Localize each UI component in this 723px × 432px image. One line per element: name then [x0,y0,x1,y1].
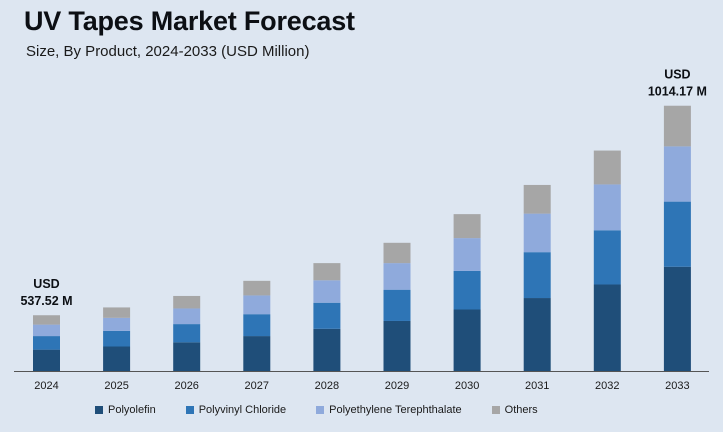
x-tick-label-2026: 2026 [174,380,198,392]
x-tick-label-2028: 2028 [315,380,339,392]
legend-swatch-others [491,406,500,414]
bar-segment-2030-3 [453,214,481,239]
bar-segment-2025-1 [103,330,131,347]
bar-segment-2033-1 [663,201,691,267]
x-tick-label-2027: 2027 [245,380,269,392]
x-tick-label-2032: 2032 [595,380,619,392]
bar-segment-2024-1 [33,336,60,350]
bar-segment-2028-1 [313,302,341,329]
x-tick-label-2029: 2029 [385,380,409,392]
legend-label-others: Others [504,404,538,416]
bar-segment-2026-1 [173,324,201,343]
bar-segment-2026-3 [173,295,201,309]
legend-label-pvc: Polyvinyl Chloride [198,404,287,416]
bar-segment-2029-0 [383,320,411,371]
bar-segment-2028-0 [313,328,341,371]
bar-segment-2030-2 [453,238,481,271]
legend-swatch-pvc [185,406,194,414]
x-tick-label-2024: 2024 [34,380,58,392]
legend-item-pet: Polyethylene Terephthalate [316,404,462,416]
bar-segment-2026-0 [173,342,201,371]
bar-segment-2033-2 [663,146,691,202]
bar-segment-2030-0 [453,309,481,371]
legend-swatch-polyolefin [95,406,103,414]
bar-segment-2027-3 [243,280,271,296]
x-tick-label-2031: 2031 [525,380,549,392]
legend-item-others: Others [491,404,538,416]
legend-item-polyolefin: Polyolefin [95,404,156,416]
bar-segment-2024-0 [33,349,60,371]
bar-segment-2032-3 [593,150,621,185]
bar-segment-2031-0 [523,298,551,371]
bar-segment-2033-3 [663,105,691,147]
bar-segment-2025-2 [103,317,131,331]
bar-segment-2031-1 [523,252,551,299]
bar-segment-2032-1 [593,230,621,285]
bar-segment-2031-2 [523,213,551,253]
bar-segment-2024-2 [33,324,60,337]
bar-segment-2025-3 [103,307,131,318]
stacked-bar-chart: 2024 2025 2026 2027 2028 2029 2030 2031 2032 2033… [14,68,709,392]
callout-2033-currency: USD [664,68,690,82]
bar-segment-2029-3 [383,242,411,264]
bar-segment-2027-2 [243,295,271,315]
bar-segment-2026-2 [173,308,201,325]
x-tick-label-2030: 2030 [455,380,479,392]
x-tick-label-2025: 2025 [104,380,128,392]
bar-segment-2031-3 [523,184,551,214]
bar-segment-2024-3 [33,315,60,325]
chart-title: UV Tapes Market Forecast [24,6,355,36]
bar-segment-2029-2 [383,263,411,290]
bar-segment-2025-0 [103,346,131,371]
bar-segment-2032-2 [593,184,621,231]
bar-segment-2032-0 [593,284,621,371]
legend-swatch-pet [316,406,325,414]
callout-2033-value: 1014.17 M [648,85,707,99]
bar-segment-2033-0 [663,266,691,371]
callout-2024-currency: USD [33,277,59,291]
legend-item-pvc: Polyvinyl Chloride [185,404,287,416]
legend-label-pet: Polyethylene Terephthalate [329,404,462,416]
x-tick-label-2033: 2033 [665,380,689,392]
bar-segment-2028-3 [313,263,341,281]
bar-segment-2030-1 [453,270,481,310]
chart-subtitle: Size, By Product, 2024-2033 (USD Million… [26,43,310,60]
bar-segment-2029-1 [383,289,411,321]
bar-segment-2027-0 [243,336,271,371]
legend: Polyolefin Polyvinyl Chloride Polyethyle… [95,404,538,416]
bar-segment-2028-2 [313,280,341,303]
callout-2024-value: 537.52 M [20,294,72,308]
bar-segment-2027-1 [243,314,271,337]
legend-label-polyolefin: Polyolefin [108,404,156,416]
